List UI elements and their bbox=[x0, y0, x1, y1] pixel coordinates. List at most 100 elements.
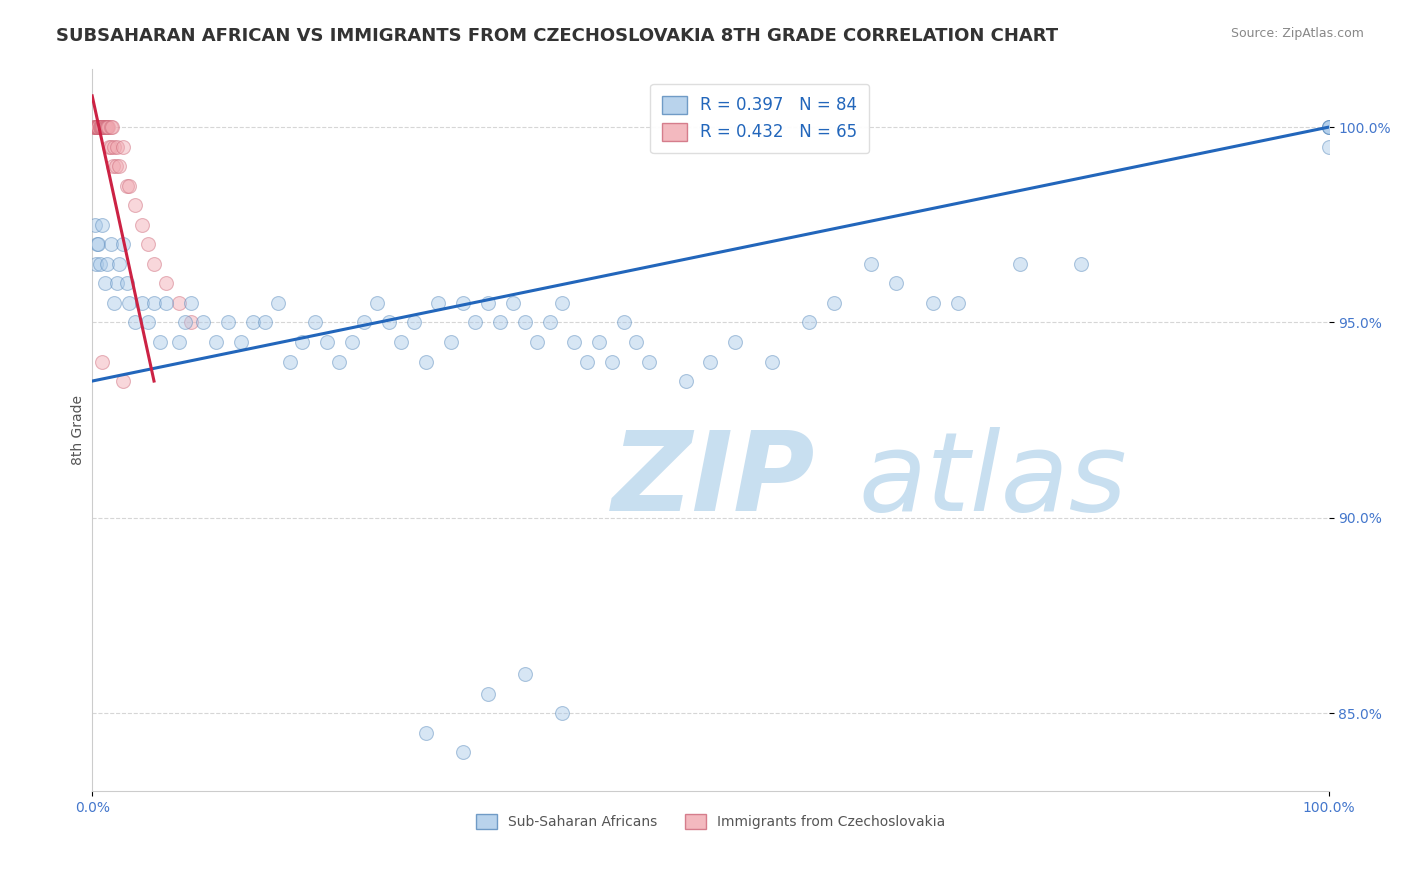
Point bbox=[93, 277, 115, 291]
Point bbox=[96, 120, 118, 135]
Point bbox=[84, 120, 107, 135]
Point bbox=[83, 120, 105, 135]
Point bbox=[89, 120, 111, 135]
Point bbox=[451, 296, 474, 310]
Point bbox=[98, 139, 121, 153]
Point bbox=[440, 334, 463, 349]
Point bbox=[1317, 139, 1340, 153]
Point bbox=[100, 139, 122, 153]
Point bbox=[489, 315, 512, 329]
Point bbox=[513, 315, 536, 329]
Point bbox=[205, 334, 228, 349]
Point bbox=[266, 296, 288, 310]
Point bbox=[291, 334, 314, 349]
Point bbox=[143, 257, 166, 271]
Point bbox=[613, 315, 636, 329]
Point bbox=[90, 120, 112, 135]
Point bbox=[91, 120, 114, 135]
Point bbox=[551, 706, 574, 720]
Point bbox=[118, 178, 141, 193]
Point bbox=[103, 139, 125, 153]
Text: SUBSAHARAN AFRICAN VS IMMIGRANTS FROM CZECHOSLOVAKIA 8TH GRADE CORRELATION CHART: SUBSAHARAN AFRICAN VS IMMIGRANTS FROM CZ… bbox=[56, 27, 1059, 45]
Point bbox=[761, 354, 783, 368]
Point bbox=[600, 354, 623, 368]
Text: Source: ZipAtlas.com: Source: ZipAtlas.com bbox=[1230, 27, 1364, 40]
Point bbox=[167, 334, 190, 349]
Point bbox=[180, 296, 202, 310]
Point bbox=[167, 296, 190, 310]
Point bbox=[366, 296, 388, 310]
Point bbox=[105, 139, 128, 153]
Text: atlas: atlas bbox=[859, 427, 1128, 534]
Point bbox=[1317, 120, 1340, 135]
Point bbox=[112, 374, 135, 388]
Point bbox=[86, 237, 108, 252]
Point bbox=[103, 159, 125, 173]
Point bbox=[86, 120, 108, 135]
Point bbox=[415, 725, 437, 739]
Point bbox=[180, 315, 202, 329]
Point bbox=[87, 120, 110, 135]
Point bbox=[89, 257, 111, 271]
Point bbox=[1317, 120, 1340, 135]
Point bbox=[136, 315, 159, 329]
Point bbox=[502, 296, 524, 310]
Point bbox=[353, 315, 375, 329]
Point bbox=[86, 120, 108, 135]
Point bbox=[97, 120, 120, 135]
Point bbox=[143, 296, 166, 310]
Point bbox=[675, 374, 697, 388]
Point bbox=[229, 334, 252, 349]
Point bbox=[1317, 120, 1340, 135]
Point bbox=[96, 257, 118, 271]
Point bbox=[108, 159, 131, 173]
Point bbox=[124, 315, 146, 329]
Point bbox=[94, 120, 117, 135]
Point bbox=[91, 218, 114, 232]
Point bbox=[278, 354, 301, 368]
Point bbox=[304, 315, 326, 329]
Point bbox=[1070, 257, 1092, 271]
Point bbox=[1008, 257, 1031, 271]
Point bbox=[464, 315, 486, 329]
Point bbox=[564, 334, 586, 349]
Point bbox=[526, 334, 548, 349]
Point bbox=[82, 120, 104, 135]
Point bbox=[389, 334, 412, 349]
Point bbox=[402, 315, 425, 329]
Point bbox=[217, 315, 239, 329]
Point bbox=[513, 667, 536, 681]
Point bbox=[96, 120, 118, 135]
Point bbox=[91, 120, 114, 135]
Legend: Sub-Saharan Africans, Immigrants from Czechoslovakia: Sub-Saharan Africans, Immigrants from Cz… bbox=[470, 808, 950, 835]
Point bbox=[115, 178, 138, 193]
Point bbox=[108, 257, 131, 271]
Point bbox=[112, 139, 135, 153]
Point bbox=[699, 354, 721, 368]
Point bbox=[551, 296, 574, 310]
Point bbox=[93, 120, 115, 135]
Point bbox=[538, 315, 561, 329]
Point bbox=[101, 120, 124, 135]
Point bbox=[105, 277, 128, 291]
Point bbox=[242, 315, 264, 329]
Point bbox=[174, 315, 197, 329]
Point bbox=[131, 218, 153, 232]
Point bbox=[131, 296, 153, 310]
Point bbox=[378, 315, 401, 329]
Point bbox=[124, 198, 146, 212]
Point bbox=[84, 120, 107, 135]
Point bbox=[626, 334, 648, 349]
Point bbox=[118, 296, 141, 310]
Point bbox=[87, 120, 110, 135]
Point bbox=[87, 237, 110, 252]
Point bbox=[103, 296, 125, 310]
Point bbox=[340, 334, 363, 349]
Point bbox=[149, 334, 172, 349]
Point bbox=[91, 120, 114, 135]
Point bbox=[91, 354, 114, 368]
Point bbox=[860, 257, 883, 271]
Point bbox=[155, 277, 177, 291]
Text: ZIP: ZIP bbox=[612, 427, 815, 534]
Point bbox=[477, 296, 499, 310]
